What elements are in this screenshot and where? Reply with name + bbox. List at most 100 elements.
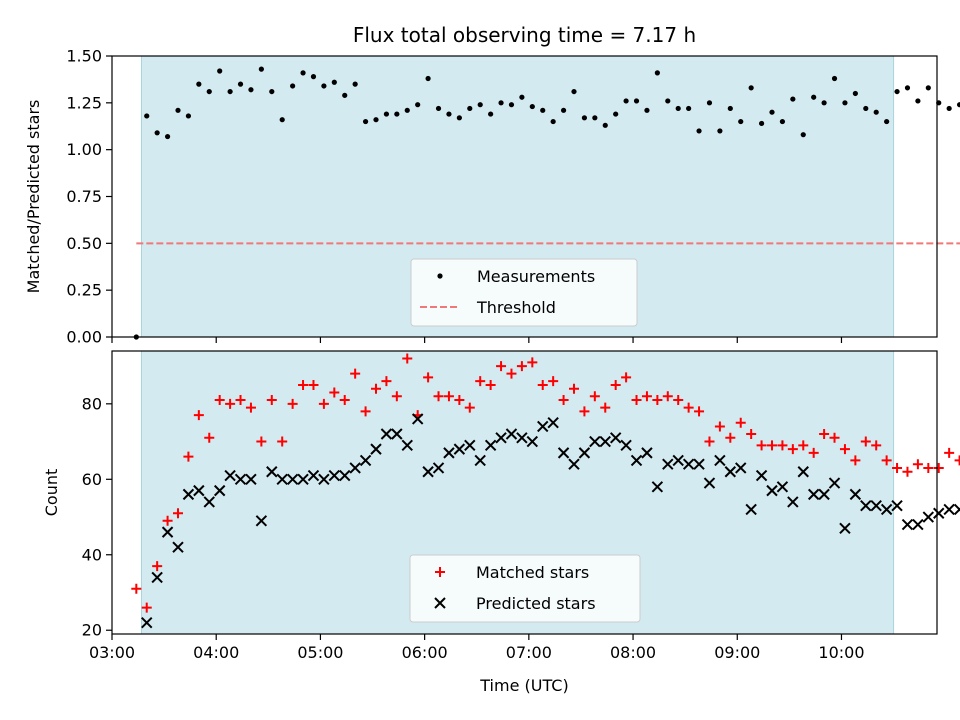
point-measurements-63 <box>790 96 796 102</box>
point-predicted-stars-39 <box>547 416 559 429</box>
point-predicted-stars-24 <box>391 428 403 440</box>
point-measurements-23 <box>373 117 379 123</box>
point-predicted-stars-57 <box>735 462 747 474</box>
point-measurements-66 <box>821 100 827 106</box>
point-measurements-69 <box>852 90 858 97</box>
point-matched-stars-46 <box>610 379 621 390</box>
point-measurements-54 <box>696 128 702 134</box>
top-panel: 0.00 0.25 0.50 0.75 1.00 1.25 1.50 Flux total … <box>24 23 960 347</box>
point-measurements-53 <box>686 105 692 112</box>
point-measurements-13 <box>269 88 275 95</box>
x-tick-label-6: 09:00 <box>714 643 760 662</box>
point-matched-stars-33 <box>475 376 486 387</box>
point-measurements-74 <box>904 85 911 91</box>
point-predicted-stars-42 <box>578 447 591 459</box>
point-measurements-28 <box>425 75 431 82</box>
point-measurements-56 <box>717 128 723 134</box>
point-predicted-stars-67 <box>839 522 851 535</box>
legend-marker-predicted-stars <box>434 597 446 609</box>
point-measurements-44 <box>592 115 598 121</box>
chart-title: Flux total observing time = 7.17 h <box>353 23 696 47</box>
point-matched-stars-67 <box>829 432 840 443</box>
point-predicted-stars-48 <box>641 447 653 459</box>
point-predicted-stars-59 <box>755 469 768 482</box>
x-tick-label-5: 08:00 <box>610 643 656 662</box>
point-matched-stars-53 <box>683 402 694 413</box>
point-predicted-stars-74 <box>912 518 924 531</box>
point-predicted-stars-4 <box>182 488 195 501</box>
point-measurements-12 <box>258 66 264 72</box>
point-predicted-stars-69 <box>860 499 872 512</box>
point-measurements-8 <box>217 68 223 74</box>
point-measurements-60 <box>758 120 765 127</box>
point-measurements-30 <box>446 111 452 117</box>
point-predicted-stars-9 <box>234 473 247 486</box>
point-predicted-stars-54 <box>703 477 716 489</box>
point-predicted-stars-78 <box>953 503 960 516</box>
point-measurements-51 <box>665 98 671 104</box>
point-predicted-stars-38 <box>537 420 549 433</box>
point-predicted-stars-11 <box>255 515 268 527</box>
point-measurements-65 <box>811 94 817 100</box>
legend-label-matched-stars: Matched stars <box>476 563 589 582</box>
point-matched-stars-65 <box>808 447 819 458</box>
point-predicted-stars-45 <box>609 432 622 444</box>
point-matched-stars-12 <box>256 436 267 447</box>
point-matched-stars-29 <box>433 391 444 402</box>
point-measurements-36 <box>508 102 515 108</box>
legend-marker-measurements <box>437 273 443 279</box>
point-measurements-71 <box>873 109 879 115</box>
point-predicted-stars-71 <box>880 503 893 516</box>
bot-y-tick-label-3: 80 <box>82 394 102 413</box>
point-matched-stars-58 <box>735 417 746 428</box>
point-matched-stars-45 <box>600 402 611 413</box>
point-predicted-stars-3 <box>172 541 184 553</box>
x-tick-label-3: 06:00 <box>402 643 448 662</box>
point-measurements-55 <box>706 100 713 106</box>
point-matched-stars-14 <box>277 436 288 447</box>
point-matched-stars-43 <box>579 406 590 417</box>
point-matched-stars-34 <box>485 379 496 390</box>
point-matched-stars-18 <box>318 398 329 409</box>
point-matched-stars-7 <box>204 432 215 443</box>
point-matched-stars-35 <box>496 361 507 372</box>
point-measurements-49 <box>644 107 650 113</box>
point-measurements-72 <box>884 118 890 125</box>
point-measurements-27 <box>415 102 421 108</box>
point-measurements-32 <box>467 105 473 112</box>
point-matched-stars-57 <box>725 432 736 443</box>
point-measurements-5 <box>185 113 192 119</box>
point-predicted-stars-62 <box>787 496 799 508</box>
point-predicted-stars-20 <box>349 462 361 474</box>
point-matched-stars-69 <box>850 455 861 466</box>
point-predicted-stars-6 <box>203 496 215 508</box>
bottom-x-ticks: 03:00 04:00 05:00 06:00 07:00 08:00 09:00 10:00 <box>89 634 865 662</box>
point-measurements-17 <box>310 74 317 80</box>
point-matched-stars-24 <box>381 376 392 387</box>
point-measurements-7 <box>206 88 212 95</box>
point-matched-stars-13 <box>266 395 277 406</box>
point-predicted-stars-60 <box>766 484 778 497</box>
point-measurements-73 <box>894 88 900 95</box>
point-measurements-33 <box>477 102 483 108</box>
point-predicted-stars-43 <box>589 435 601 448</box>
point-matched-stars-49 <box>641 391 652 402</box>
bottom-y-axis-label: Count <box>42 469 61 517</box>
point-matched-stars-75 <box>912 459 923 470</box>
bottom-marks <box>131 353 960 629</box>
point-matched-stars-10 <box>235 395 246 406</box>
point-measurements-45 <box>602 122 608 128</box>
point-predicted-stars-41 <box>568 458 580 470</box>
point-matched-stars-55 <box>704 436 715 447</box>
point-matched-stars-78 <box>944 447 955 458</box>
point-matched-stars-77 <box>933 462 944 473</box>
point-measurements-21 <box>352 81 358 87</box>
point-matched-stars-60 <box>756 440 767 451</box>
point-predicted-stars-70 <box>870 499 882 512</box>
point-measurements-67 <box>831 75 838 82</box>
point-matched-stars-9 <box>225 398 236 409</box>
x-tick-label-2: 05:00 <box>297 643 343 662</box>
bot-y-tick-label-2: 60 <box>82 470 102 489</box>
point-predicted-stars-46 <box>620 439 632 452</box>
bot-y-tick-label-0: 20 <box>82 621 102 640</box>
